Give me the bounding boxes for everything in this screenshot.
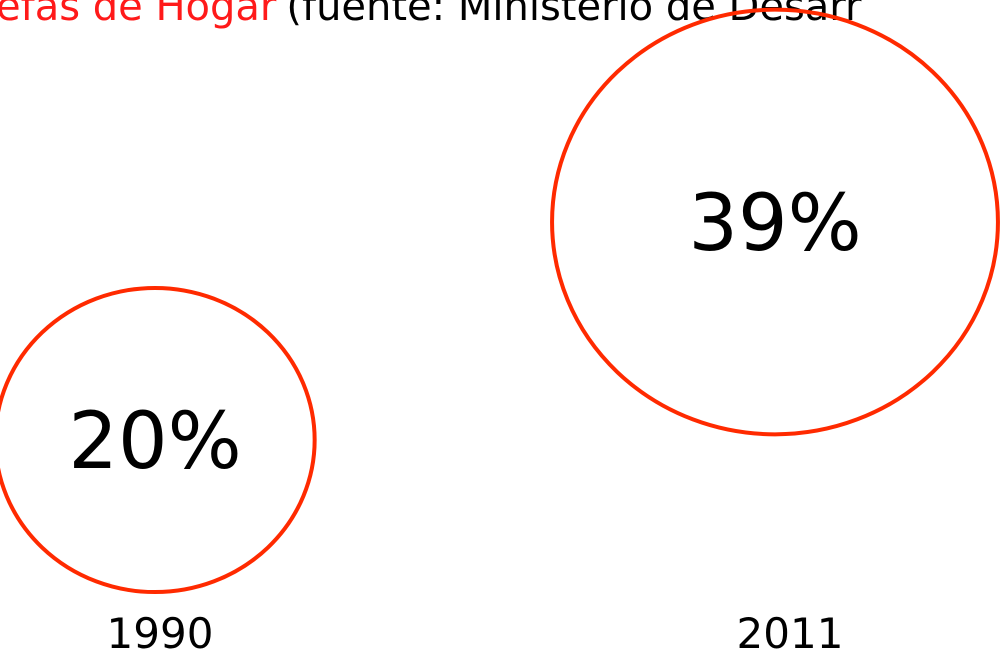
- value-label: 20%: [68, 397, 241, 487]
- subtitle: (fuente: Ministerio de Desarr: [286, 0, 862, 30]
- title: efas de Hogar: [0, 0, 277, 30]
- value-label: 39%: [688, 179, 861, 269]
- category-label: 2011: [737, 609, 844, 652]
- header: efas de Hogar (fuente: Ministerio de Desa…: [0, 0, 862, 30]
- bubble: [550, 7, 1000, 437]
- bubble: [0, 285, 317, 595]
- category-label: 1990: [107, 609, 214, 652]
